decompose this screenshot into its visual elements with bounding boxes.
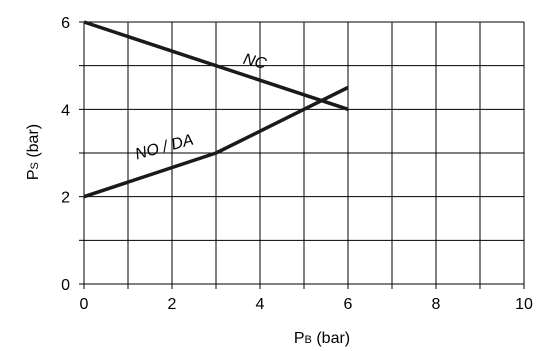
y-tick-label-4: 4: [61, 102, 70, 119]
series-line-no-da: [83, 85, 349, 199]
y-tick-label-0: 0: [61, 277, 70, 294]
y-axis-label-main: P: [25, 169, 42, 180]
x-tick-label-2: 2: [168, 296, 177, 313]
x-tick-label-0: 0: [80, 296, 89, 313]
series-labels: NC NO / DA: [133, 51, 268, 164]
y-tick-label-6: 6: [61, 15, 70, 32]
series-line-nc: [83, 20, 349, 111]
series-lines: [83, 20, 349, 199]
x-axis-label-sub: B: [305, 334, 312, 346]
x-tick-label-6: 6: [344, 296, 353, 313]
series-label-no-da: NO / DA: [133, 132, 195, 164]
y-axis-label-unit: (bar): [25, 124, 42, 162]
y-axis-label: PS (bar): [25, 124, 42, 180]
y-tick-label-2: 2: [61, 190, 70, 207]
x-tick-label-4: 4: [256, 296, 265, 313]
series-label-nc: NC: [241, 51, 268, 73]
axes: [79, 21, 525, 289]
y-axis-label-sub: S: [29, 162, 41, 169]
x-axis-label: PB (bar): [294, 330, 350, 347]
x-tick-label-10: 10: [515, 296, 533, 313]
x-tick-label-8: 8: [432, 296, 441, 313]
x-axis-label-main: P: [294, 330, 305, 347]
x-axis-label-unit: (bar): [312, 330, 350, 347]
tick-labels: 0 2 4 6 8 10 0 2 4 6: [61, 15, 533, 313]
